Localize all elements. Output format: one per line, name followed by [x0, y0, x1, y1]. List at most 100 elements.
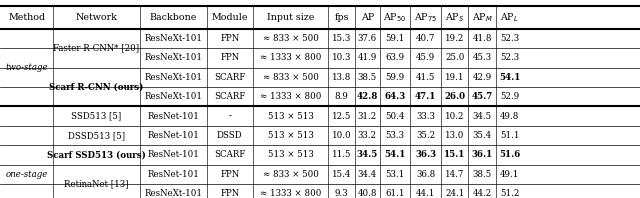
Text: SCARF: SCARF — [214, 150, 246, 159]
Text: Faster R-CNN* [20]: Faster R-CNN* [20] — [53, 44, 140, 53]
Text: Scarf SSD513 (ours): Scarf SSD513 (ours) — [47, 150, 146, 159]
Text: 45.3: 45.3 — [473, 53, 492, 62]
Text: 54.1: 54.1 — [384, 150, 406, 159]
Text: fps: fps — [335, 13, 349, 22]
Text: 53.1: 53.1 — [385, 170, 404, 179]
Text: 40.8: 40.8 — [358, 189, 377, 198]
Text: ≈ 833 × 500: ≈ 833 × 500 — [262, 34, 319, 43]
Text: 38.5: 38.5 — [472, 170, 492, 179]
Text: 25.0: 25.0 — [445, 53, 465, 62]
Text: 13.8: 13.8 — [332, 73, 351, 82]
Text: 15.4: 15.4 — [332, 170, 351, 179]
Text: ResNeXt-101: ResNeXt-101 — [144, 189, 202, 198]
Text: 10.0: 10.0 — [332, 131, 351, 140]
Text: 13.0: 13.0 — [445, 131, 465, 140]
Text: 513 × 513: 513 × 513 — [268, 131, 314, 140]
Text: 47.1: 47.1 — [415, 92, 436, 101]
Text: AP$_L$: AP$_L$ — [500, 11, 519, 24]
Text: ResNeXt-101: ResNeXt-101 — [144, 92, 202, 101]
Text: 34.5: 34.5 — [473, 111, 492, 121]
Text: 34.5: 34.5 — [356, 150, 378, 159]
Text: 36.8: 36.8 — [416, 170, 435, 179]
Text: 61.1: 61.1 — [385, 189, 404, 198]
Text: SCARF: SCARF — [214, 73, 246, 82]
Text: 37.6: 37.6 — [358, 34, 377, 43]
Text: -: - — [228, 111, 231, 121]
Text: 45.7: 45.7 — [472, 92, 493, 101]
Text: Method: Method — [8, 13, 45, 22]
Text: ResNet-101: ResNet-101 — [147, 111, 199, 121]
Text: 40.7: 40.7 — [416, 34, 435, 43]
Text: 26.0: 26.0 — [444, 92, 465, 101]
Text: SCARF: SCARF — [214, 92, 246, 101]
Text: 51.6: 51.6 — [499, 150, 520, 159]
Text: 49.1: 49.1 — [500, 170, 520, 179]
Text: ResNet-101: ResNet-101 — [147, 131, 199, 140]
Text: 10.2: 10.2 — [445, 111, 465, 121]
Text: 52.3: 52.3 — [500, 53, 519, 62]
Text: 36.1: 36.1 — [472, 150, 493, 159]
Text: FPN: FPN — [220, 170, 239, 179]
Text: 35.2: 35.2 — [416, 131, 435, 140]
Text: RetinaNet [13]: RetinaNet [13] — [64, 179, 129, 188]
Text: 33.2: 33.2 — [358, 131, 377, 140]
Text: 15.3: 15.3 — [332, 34, 351, 43]
Text: ≈ 833 × 500: ≈ 833 × 500 — [262, 170, 319, 179]
Text: SSD513 [5]: SSD513 [5] — [71, 111, 122, 121]
Text: AP$_S$: AP$_S$ — [445, 11, 465, 24]
Text: Backbone: Backbone — [149, 13, 197, 22]
Text: 14.7: 14.7 — [445, 170, 465, 179]
Text: ResNeXt-101: ResNeXt-101 — [144, 73, 202, 82]
Text: 64.3: 64.3 — [384, 92, 406, 101]
Text: 34.4: 34.4 — [358, 170, 377, 179]
Text: FPN: FPN — [220, 53, 239, 62]
Text: one-stage: one-stage — [6, 170, 48, 179]
Text: 42.8: 42.8 — [356, 92, 378, 101]
Text: AP$_M$: AP$_M$ — [472, 11, 493, 24]
Text: 63.9: 63.9 — [385, 53, 404, 62]
Text: 44.2: 44.2 — [472, 189, 492, 198]
Text: 35.4: 35.4 — [473, 131, 492, 140]
Text: ≈ 1333 × 800: ≈ 1333 × 800 — [260, 53, 321, 62]
Text: 31.2: 31.2 — [358, 111, 377, 121]
Text: 38.5: 38.5 — [358, 73, 377, 82]
Text: 59.9: 59.9 — [385, 73, 404, 82]
Text: FPN: FPN — [220, 34, 239, 43]
Text: ≈ 1333 × 800: ≈ 1333 × 800 — [260, 189, 321, 198]
Text: 41.5: 41.5 — [416, 73, 435, 82]
Text: 19.2: 19.2 — [445, 34, 465, 43]
Text: 19.1: 19.1 — [445, 73, 465, 82]
Text: 9.3: 9.3 — [335, 189, 349, 198]
Text: ≈ 833 × 500: ≈ 833 × 500 — [262, 73, 319, 82]
Text: 12.5: 12.5 — [332, 111, 351, 121]
Text: AP: AP — [361, 13, 374, 22]
Text: 51.1: 51.1 — [500, 131, 520, 140]
Text: 51.2: 51.2 — [500, 189, 520, 198]
Text: 24.1: 24.1 — [445, 189, 465, 198]
Text: 54.1: 54.1 — [499, 73, 520, 82]
Text: 50.4: 50.4 — [385, 111, 404, 121]
Text: Input size: Input size — [267, 13, 314, 22]
Text: two-stage: two-stage — [6, 63, 48, 72]
Text: 42.9: 42.9 — [472, 73, 492, 82]
Text: 52.9: 52.9 — [500, 92, 520, 101]
Text: DSSD513 [5]: DSSD513 [5] — [68, 131, 125, 140]
Text: 52.3: 52.3 — [500, 34, 519, 43]
Text: 8.9: 8.9 — [335, 92, 349, 101]
Text: DSSD: DSSD — [217, 131, 243, 140]
Text: 49.8: 49.8 — [500, 111, 520, 121]
Text: ResNeXt-101: ResNeXt-101 — [144, 34, 202, 43]
Text: Network: Network — [76, 13, 117, 22]
Text: ResNet-101: ResNet-101 — [147, 170, 199, 179]
Text: AP$_{75}$: AP$_{75}$ — [414, 11, 437, 24]
Text: Scarf R-CNN (ours): Scarf R-CNN (ours) — [49, 82, 143, 91]
Text: 513 × 513: 513 × 513 — [268, 111, 314, 121]
Text: 15.1: 15.1 — [444, 150, 465, 159]
Text: ResNet-101: ResNet-101 — [147, 150, 199, 159]
Text: 45.9: 45.9 — [416, 53, 435, 62]
Text: 53.3: 53.3 — [385, 131, 404, 140]
Text: 36.3: 36.3 — [415, 150, 436, 159]
Text: 59.1: 59.1 — [385, 34, 404, 43]
Text: ResNeXt-101: ResNeXt-101 — [144, 53, 202, 62]
Text: 513 × 513: 513 × 513 — [268, 150, 314, 159]
